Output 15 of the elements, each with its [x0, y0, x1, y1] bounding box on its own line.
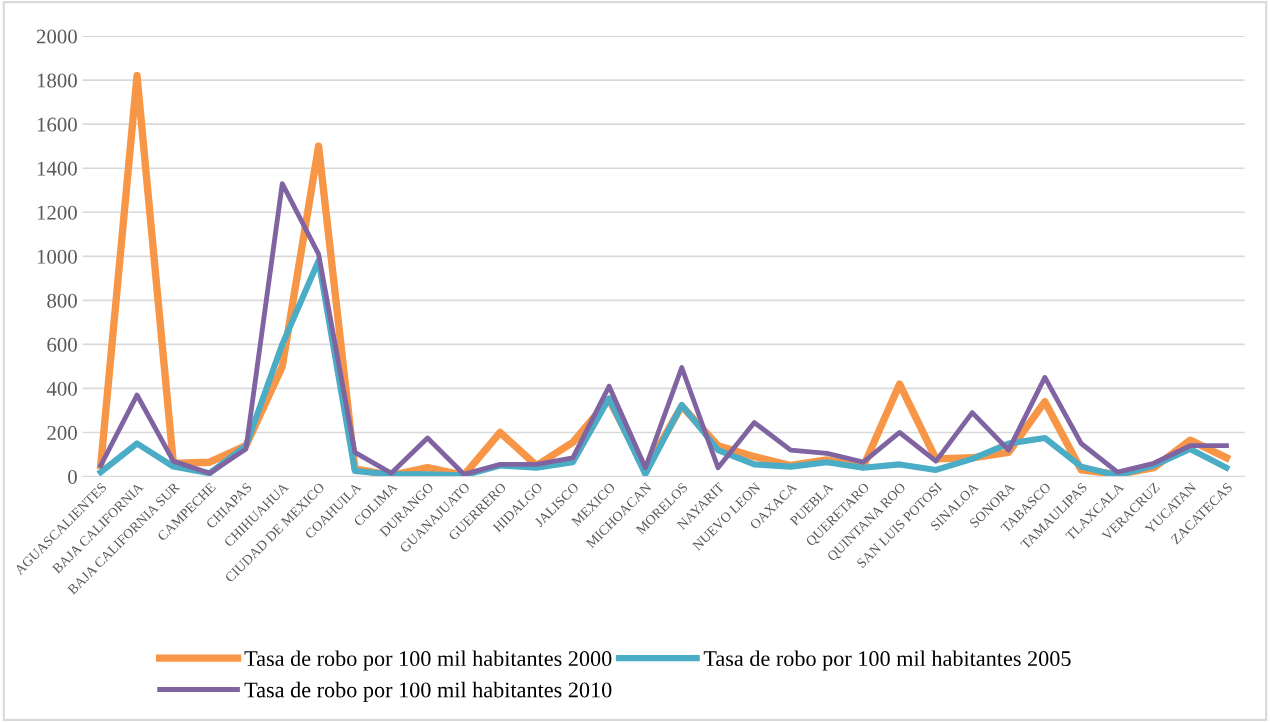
- y-tick-label: 1800: [37, 73, 77, 88]
- y-tick-label: 800: [47, 293, 77, 308]
- y-tick-label: 2000: [36, 29, 77, 44]
- y-tick-label: 1400: [37, 161, 77, 176]
- y-tick-label: 1000: [37, 249, 77, 264]
- legend-label: Tasa de robo por 100 mil habitantes 2000: [244, 650, 612, 671]
- y-tick-label: 200: [47, 425, 77, 440]
- y-tick-label: 0: [68, 469, 77, 484]
- y-tick-label: 1600: [37, 117, 77, 132]
- line-series: [98, 181, 1229, 477]
- y-tick-label: 600: [47, 337, 77, 352]
- legend-label: Tasa de robo por 100 mil habitantes 2005: [703, 650, 1071, 671]
- y-tick-label: 400: [46, 381, 77, 396]
- legend-label: Tasa de robo por 100 mil habitantes 2010: [244, 681, 612, 702]
- y-tick-label: 1200: [37, 205, 77, 220]
